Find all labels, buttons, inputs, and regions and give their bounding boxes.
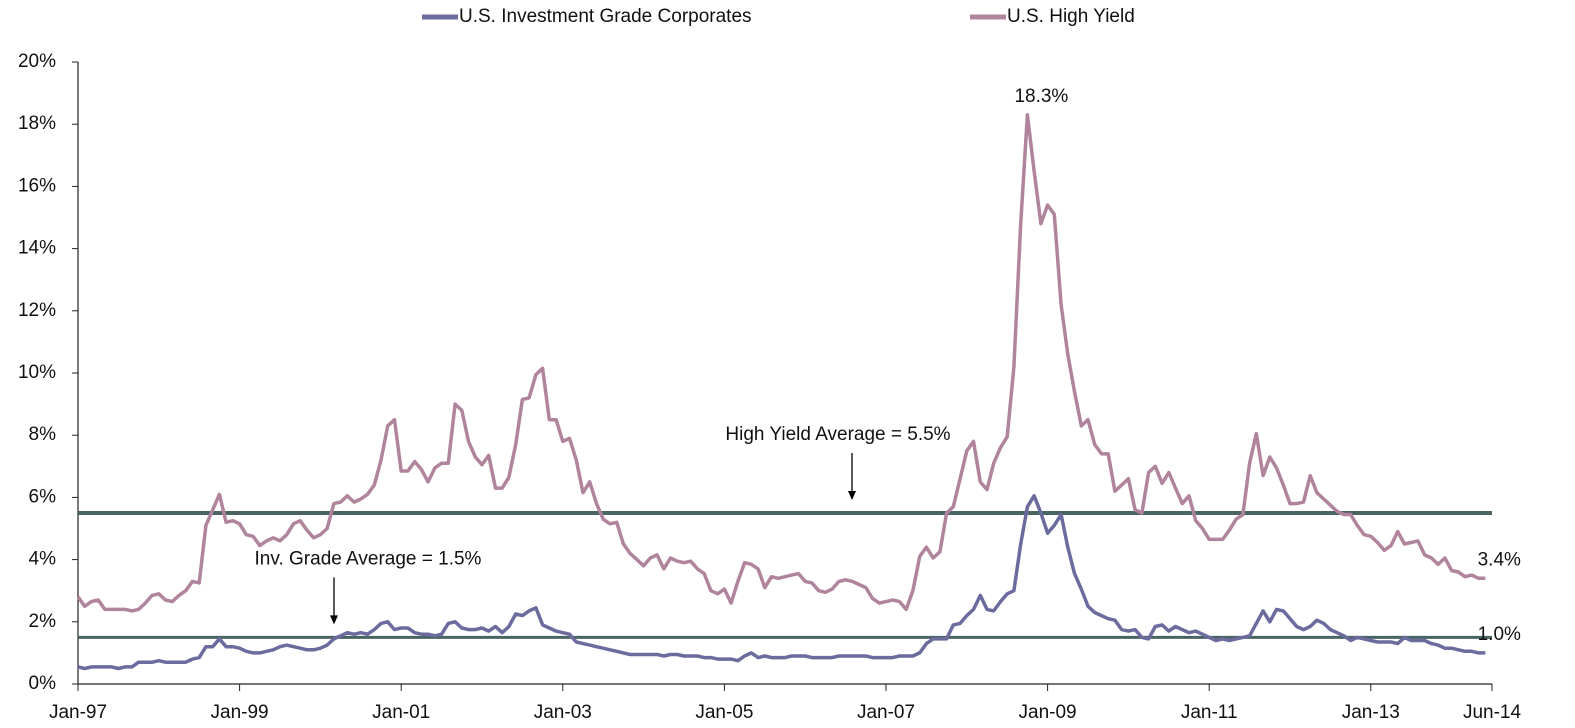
- series-line: [77, 494, 1486, 671]
- y-tick-label: 10%: [18, 362, 56, 383]
- arrow-head: [330, 615, 338, 625]
- x-tick-label: Jan-13: [1342, 702, 1400, 723]
- y-tick-label: 16%: [18, 175, 56, 196]
- y-tick-label: 12%: [18, 300, 56, 321]
- y-tick-label: 2%: [29, 611, 57, 632]
- x-tick-label: Jan-09: [1019, 702, 1077, 723]
- annotation: 1.0%: [1478, 624, 1521, 645]
- arrow-head: [848, 490, 856, 500]
- y-tick-label: 14%: [18, 238, 56, 259]
- legend-label: U.S. High Yield: [1007, 6, 1135, 27]
- y-tick-label: 6%: [29, 486, 57, 507]
- y-tick-label: 0%: [29, 673, 57, 694]
- y-tick-label: 8%: [29, 424, 57, 445]
- annotation: 18.3%: [1014, 86, 1068, 107]
- reference-label: High Yield Average = 5.5%: [725, 424, 950, 445]
- x-tick-label: Jan-99: [211, 702, 269, 723]
- y-tick-label: 4%: [29, 549, 57, 570]
- annotation: 3.4%: [1478, 549, 1521, 570]
- x-tick-label: Jan-97: [49, 702, 107, 723]
- reference-label: Inv. Grade Average = 1.5%: [255, 548, 482, 569]
- x-tick-label: Jan-03: [534, 702, 592, 723]
- legend-label: U.S. Investment Grade Corporates: [459, 6, 752, 27]
- x-tick-label: Jan-07: [857, 702, 915, 723]
- y-tick-label: 18%: [18, 113, 56, 134]
- x-tick-label: Jan-11: [1181, 702, 1238, 723]
- series-line: [76, 113, 1486, 613]
- y-tick-label: 20%: [18, 51, 56, 72]
- x-tick-label: Jun-14: [1463, 702, 1522, 723]
- x-tick-label: Jan-01: [372, 702, 430, 723]
- x-tick-label: Jan-05: [695, 702, 753, 723]
